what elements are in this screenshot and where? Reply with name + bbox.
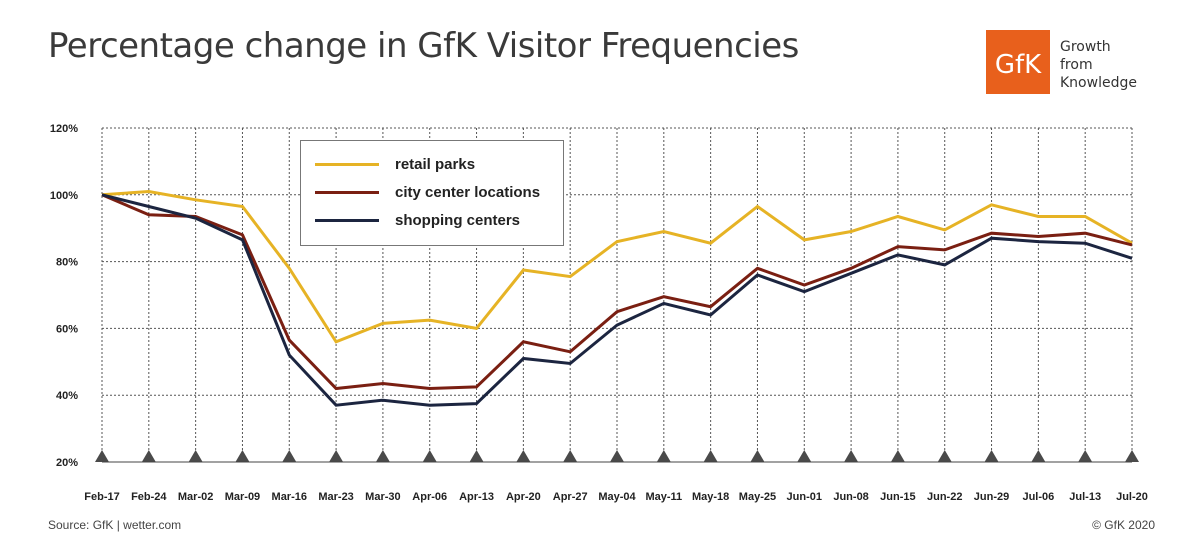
x-tick-label: Jun-01 (787, 491, 822, 503)
x-tick-marker (95, 450, 109, 462)
legend-label-city-center: city center locations (395, 183, 541, 201)
x-tick-marker (469, 450, 484, 462)
x-tick-marker (844, 450, 859, 462)
x-tick-marker (750, 450, 765, 462)
x-tick-marker (563, 450, 578, 462)
chart-legend: retail parks city center locations shopp… (300, 140, 564, 246)
legend-item-city-center: city center locations (315, 182, 540, 202)
x-tick-label: May-25 (739, 491, 776, 503)
x-tick-marker (141, 450, 156, 462)
x-tick-label: May-11 (645, 491, 682, 503)
x-tick-label: Apr-13 (459, 491, 494, 503)
x-tick-label: Feb-24 (131, 491, 167, 503)
x-tick-label: May-04 (598, 491, 636, 503)
source-note: Source: GfK | wetter.com (48, 518, 182, 532)
gfk-logo: GfK (986, 30, 1050, 94)
x-tick-label: Mar-16 (272, 491, 307, 503)
y-tick-label: 60% (56, 323, 78, 335)
y-tick-label: 40% (56, 390, 78, 402)
x-tick-label: Jun-22 (927, 491, 962, 503)
tagline-line-3: Knowledge (1060, 75, 1137, 91)
x-tick-marker (984, 450, 999, 462)
x-tick-marker (422, 450, 437, 462)
x-tick-marker (610, 450, 624, 462)
x-tick-label: Mar-09 (225, 491, 260, 503)
x-tick-marker (656, 450, 671, 462)
copyright-note: © GfK 2020 (1092, 518, 1155, 532)
x-tick-marker (516, 450, 531, 462)
x-tick-label: Mar-02 (178, 491, 213, 503)
legend-label-shopping-centers: shopping centers (395, 211, 521, 229)
x-tick-marker (1125, 450, 1139, 462)
legend-label-retail-parks: retail parks (395, 155, 476, 173)
x-tick-label: Apr-06 (412, 491, 447, 503)
x-tick-label: Jul-13 (1069, 491, 1101, 503)
x-tick-label: Jun-15 (880, 491, 915, 503)
x-tick-label: Mar-23 (318, 491, 353, 503)
legend-swatch-city-center (315, 190, 379, 194)
x-tick-marker (188, 450, 203, 462)
x-tick-label: Jun-08 (833, 491, 868, 503)
x-tick-marker (1078, 450, 1093, 462)
tagline-line-2: from (1060, 57, 1093, 73)
chart-title: Percentage change in GfK Visitor Frequen… (48, 26, 799, 66)
x-tick-label: Apr-20 (506, 491, 541, 503)
x-tick-label: Mar-30 (365, 491, 400, 503)
y-tick-label: 120% (50, 123, 78, 135)
x-tick-label: May-18 (692, 491, 729, 503)
x-tick-marker (890, 450, 905, 462)
y-tick-label: 100% (50, 190, 78, 202)
x-tick-marker (282, 450, 297, 462)
x-tick-label: Jul-06 (1022, 491, 1054, 503)
gfk-logo-text: GfK (994, 50, 1042, 80)
series-line-retail-parks (101, 189, 1133, 344)
legend-swatch-shopping-centers (315, 218, 379, 222)
x-tick-marker (937, 450, 952, 462)
series-line-shopping-centers (101, 193, 1133, 407)
x-tick-label: Feb-17 (84, 491, 119, 503)
x-tick-marker (375, 450, 390, 462)
x-tick-label: Apr-27 (553, 491, 588, 503)
legend-swatch-retail-parks (315, 162, 379, 166)
x-tick-label: Jul-20 (1116, 491, 1148, 503)
series-line-city-center-locations (101, 193, 1133, 391)
tagline-line-1: Growth (1060, 39, 1111, 55)
y-tick-label: 80% (56, 257, 78, 269)
legend-item-retail-parks: retail parks (315, 154, 475, 174)
tagline: Growth from Knowledge (1060, 38, 1137, 92)
x-tick-marker (1031, 450, 1046, 462)
x-tick-marker (235, 450, 250, 462)
x-tick-marker (703, 450, 718, 462)
x-tick-marker (797, 450, 812, 462)
y-tick-label: 20% (56, 457, 78, 469)
x-tick-marker (329, 450, 344, 462)
legend-item-shopping-centers: shopping centers (315, 210, 520, 230)
x-tick-label: Jun-29 (974, 491, 1009, 503)
